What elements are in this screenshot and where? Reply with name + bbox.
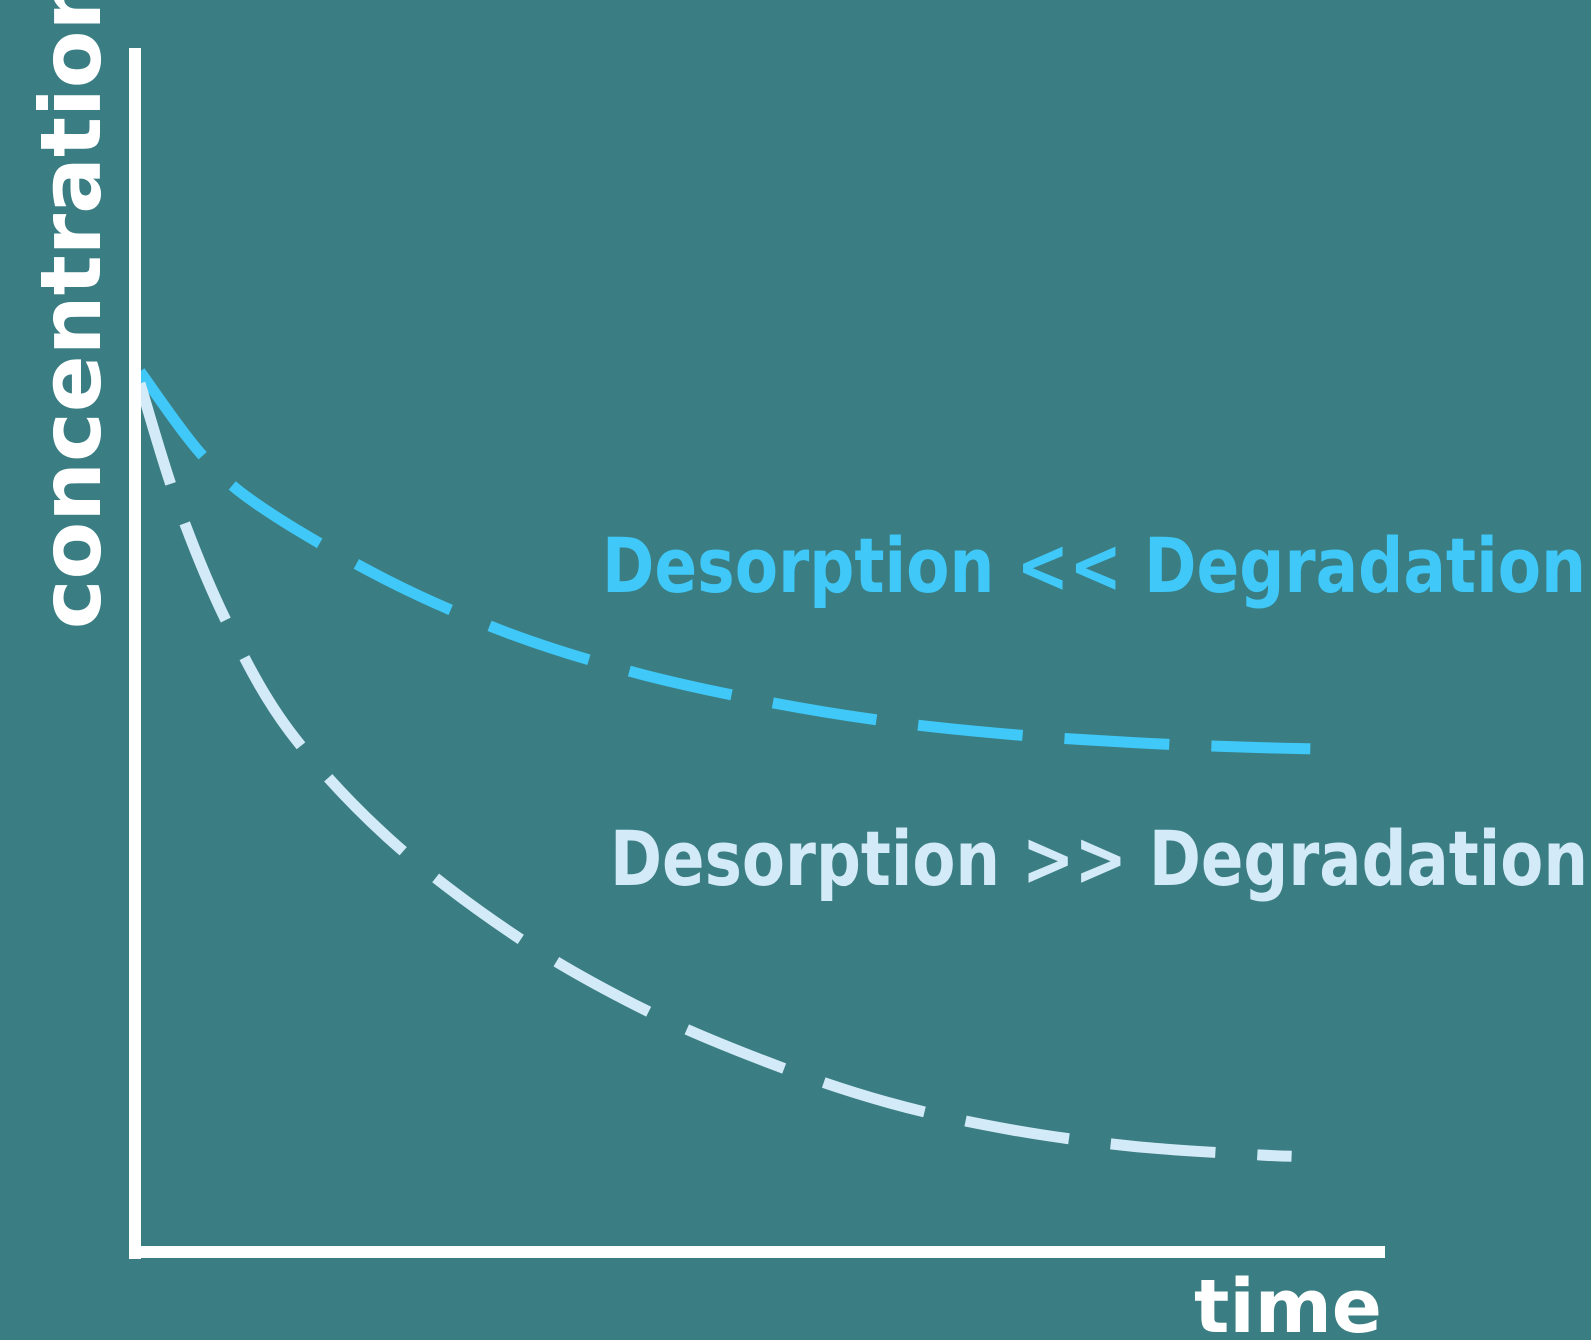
series-label-desorption-gt-degradation: Desorption >> Degradation: [610, 814, 1588, 903]
series-label-desorption-lt-degradation: Desorption << Degradation: [602, 521, 1586, 610]
x-axis-label: time: [1194, 1264, 1382, 1340]
y-axis-label: concentration: [22, 0, 120, 629]
series-line-1: [135, 368, 1311, 755]
series-line-2: [134, 381, 1292, 1162]
series-layer: [134, 368, 1311, 1162]
